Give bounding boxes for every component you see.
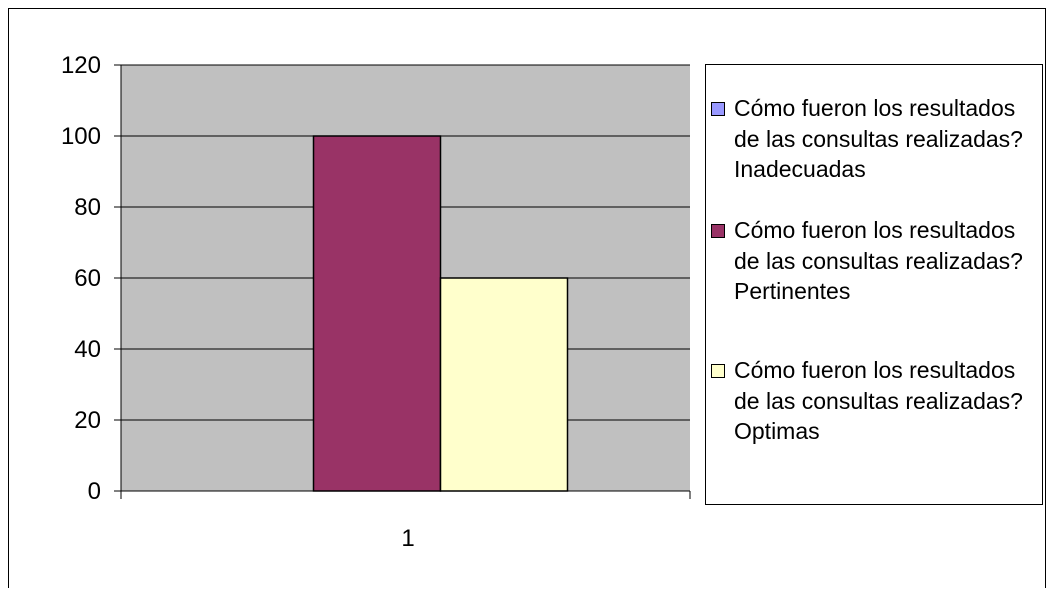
- legend-swatch-pertinentes: [711, 224, 725, 238]
- legend-swatch-inadecuadas: [711, 102, 725, 116]
- legend-item-inadecuadas: Cómo fueron los resultados de las consul…: [711, 93, 1034, 185]
- bar-series-3: [439, 277, 569, 492]
- legend-item-pertinentes: Cómo fueron los resultados de las consul…: [711, 215, 1034, 307]
- legend-item-optimas: Cómo fueron los resultados de las consul…: [711, 355, 1034, 447]
- legend-swatch-optimas: [711, 364, 725, 378]
- bar-series-2: [312, 135, 442, 492]
- legend: Cómo fueron los resultados de las consul…: [705, 64, 1043, 505]
- bars: [312, 135, 569, 492]
- y-tick-label: 40: [74, 336, 101, 363]
- y-tick-label: 100: [61, 123, 101, 150]
- y-tick-label: 20: [74, 407, 101, 434]
- y-tick-label: 60: [74, 265, 101, 292]
- x-tick-label: 1: [401, 525, 414, 552]
- axes: [120, 65, 691, 499]
- y-axis-ticks: 0 20 40 60 80 100 120: [61, 52, 121, 505]
- chart-frame: [8, 8, 1046, 588]
- legend-label-inadecuadas: Cómo fueron los resultados de las consul…: [734, 95, 1023, 182]
- y-tick-label: 120: [61, 52, 101, 79]
- y-tick-label: 80: [74, 194, 101, 221]
- legend-label-optimas: Cómo fueron los resultados de las consul…: [734, 357, 1023, 444]
- y-tick-label: 0: [88, 478, 101, 505]
- x-axis-ticks: 1: [401, 525, 414, 552]
- legend-label-pertinentes: Cómo fueron los resultados de las consul…: [734, 217, 1023, 304]
